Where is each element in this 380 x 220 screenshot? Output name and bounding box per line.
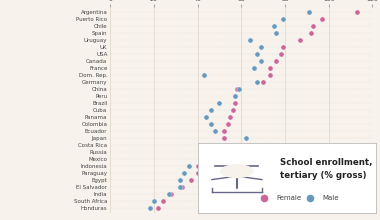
Point	[227, 115, 233, 119]
Point	[146, 206, 152, 210]
Point	[179, 185, 185, 189]
Text: tertiary (% gross): tertiary (% gross)	[280, 171, 366, 180]
Point	[182, 171, 188, 175]
Point	[232, 94, 238, 98]
Point	[261, 196, 267, 200]
Point	[306, 10, 312, 14]
Point	[221, 150, 227, 154]
Point	[206, 143, 212, 147]
Point	[225, 122, 231, 126]
Point	[188, 178, 194, 182]
Point	[203, 115, 209, 119]
Point	[307, 196, 313, 200]
Point	[234, 87, 240, 91]
Point	[319, 17, 325, 21]
Point	[260, 80, 266, 84]
Point	[267, 66, 273, 70]
Point	[310, 24, 317, 28]
Point	[280, 45, 286, 49]
Point	[216, 143, 222, 147]
Point	[230, 108, 236, 112]
Point	[354, 10, 360, 14]
Point	[168, 192, 174, 196]
Point	[242, 136, 249, 140]
Point	[212, 129, 218, 133]
Point	[252, 66, 258, 70]
Point	[166, 192, 172, 196]
Point	[253, 52, 260, 56]
Point	[271, 24, 277, 28]
Point	[221, 129, 227, 133]
Point	[232, 94, 238, 98]
Point	[160, 199, 166, 203]
Point	[277, 52, 283, 56]
Point	[186, 164, 192, 168]
Point	[267, 73, 273, 77]
Point	[221, 136, 227, 140]
Point	[216, 101, 222, 105]
Point	[197, 157, 203, 161]
Point	[177, 185, 183, 189]
Point	[258, 45, 264, 49]
Point	[236, 87, 242, 91]
Point	[206, 157, 212, 161]
Point	[273, 31, 279, 35]
Point	[273, 59, 279, 63]
Point	[177, 178, 183, 182]
Text: School enrollment,: School enrollment,	[280, 158, 372, 167]
Point	[201, 73, 207, 77]
Point	[232, 101, 238, 105]
Point	[195, 164, 201, 168]
Point	[151, 199, 157, 203]
Text: Female: Female	[276, 195, 301, 201]
Point	[258, 59, 264, 63]
Point	[280, 17, 286, 21]
Point	[212, 150, 218, 154]
Point	[207, 108, 214, 112]
Circle shape	[221, 165, 253, 178]
Point	[247, 38, 253, 42]
Point	[155, 206, 161, 210]
Point	[195, 171, 201, 175]
Point	[297, 38, 303, 42]
Point	[253, 80, 260, 84]
Text: Male: Male	[323, 195, 339, 201]
Point	[308, 31, 314, 35]
Point	[207, 122, 214, 126]
